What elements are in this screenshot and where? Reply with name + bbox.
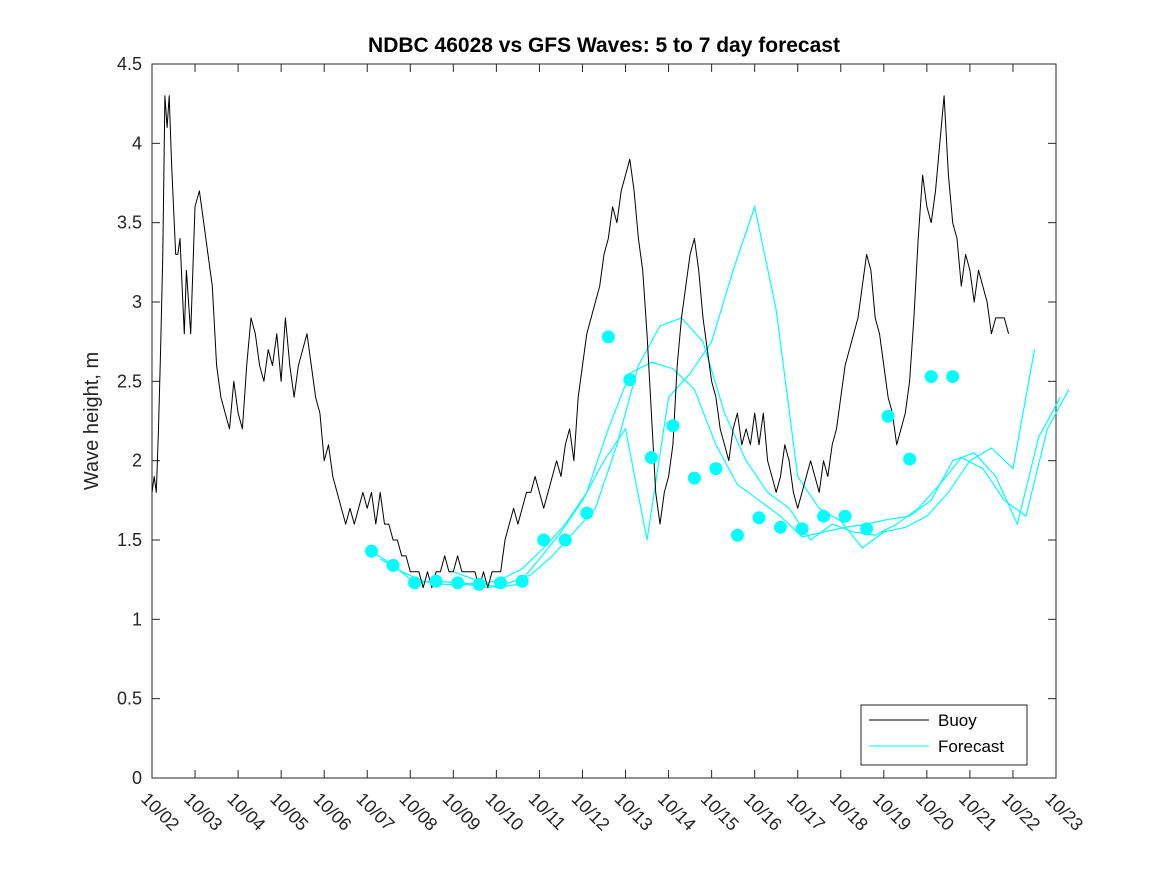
forecast-marker: [730, 528, 744, 542]
y-tick-label: 1.5: [117, 530, 142, 550]
y-tick-label: 4: [132, 133, 142, 153]
forecast-marker: [451, 576, 465, 590]
forecast-marker: [666, 419, 680, 433]
forecast-marker: [817, 509, 831, 523]
x-tick-label: 10/15: [697, 789, 743, 835]
forecast-marker: [709, 462, 723, 476]
forecast-marker: [946, 370, 960, 384]
forecast-marker: [860, 522, 874, 536]
forecast-marker: [386, 558, 400, 572]
forecast-marker: [687, 471, 701, 485]
y-tick-label: 1: [132, 609, 142, 629]
forecast-marker: [903, 452, 917, 466]
x-tick-label: 10/03: [180, 789, 226, 835]
series-layer: [151, 95, 1070, 591]
x-tick-label: 10/02: [137, 789, 183, 835]
x-tick-label: 10/22: [998, 789, 1044, 835]
y-tick-label: 2: [132, 451, 142, 471]
forecast-marker: [558, 533, 572, 547]
x-tick-label: 10/13: [611, 789, 657, 835]
x-tick-label: 10/06: [309, 789, 355, 835]
y-tick-label: 0.5: [117, 689, 142, 709]
buoy-series-line: [151, 95, 1010, 589]
forecast-marker: [924, 370, 938, 384]
forecast-marker: [472, 577, 486, 591]
forecast-series-line: [453, 204, 1036, 589]
y-tick-label: 3: [132, 292, 142, 312]
plot-area: [151, 63, 1057, 779]
forecast-marker: [838, 509, 852, 523]
forecast-marker: [537, 533, 551, 547]
x-tick-label: 10/12: [568, 789, 614, 835]
x-tick-label: 10/17: [783, 789, 829, 835]
forecast-marker: [580, 506, 594, 520]
forecast-marker: [623, 373, 637, 387]
x-tick-label: 10/19: [869, 789, 915, 835]
legend: Buoy Forecast: [860, 704, 1028, 766]
forecast-marker: [515, 574, 529, 588]
x-tick-label: 10/10: [482, 789, 528, 835]
x-tick-label: 10/05: [266, 789, 312, 835]
forecast-marker: [429, 574, 443, 588]
x-tick-label: 10/18: [826, 789, 872, 835]
legend-forecast-label: Forecast: [938, 737, 1004, 756]
forecast-marker: [881, 409, 895, 423]
chart-title: NDBC 46028 vs GFS Waves: 5 to 7 day fore…: [368, 34, 840, 57]
x-tick-label: 10/16: [740, 789, 786, 835]
y-axis-label: Wave height, m: [81, 352, 103, 490]
y-tick-label: 2.5: [117, 371, 142, 391]
forecast-marker: [644, 450, 658, 464]
forecast-marker: [773, 520, 787, 534]
forecast-marker: [601, 330, 615, 344]
y-tick-label: 4.5: [117, 54, 142, 74]
x-tick-label: 10/23: [1041, 789, 1087, 835]
x-tick-label: 10/11: [525, 789, 570, 834]
forecast-marker: [795, 522, 809, 536]
forecast-marker: [365, 544, 379, 558]
legend-box: [860, 704, 1028, 766]
x-tick-label: 10/21: [955, 789, 1001, 835]
x-tick-label: 10/04: [223, 789, 269, 835]
forecast-marker: [408, 576, 422, 590]
forecast-series-line: [379, 317, 1070, 589]
x-tick-label: 10/14: [654, 789, 700, 835]
forecast-marker: [494, 576, 508, 590]
x-tick-label: 10/20: [912, 789, 958, 835]
forecast-marker: [752, 511, 766, 525]
y-tick-label: 0: [132, 768, 142, 788]
legend-buoy-label: Buoy: [938, 711, 977, 730]
y-axis: 0 0.5 1 1.5 2 2.5 3 3.5 4 4.5: [117, 54, 1056, 788]
x-tick-label: 10/07: [352, 789, 398, 835]
x-tick-label: 10/09: [439, 789, 485, 835]
x-tick-label: 10/08: [395, 789, 441, 835]
y-tick-label: 3.5: [117, 213, 142, 233]
